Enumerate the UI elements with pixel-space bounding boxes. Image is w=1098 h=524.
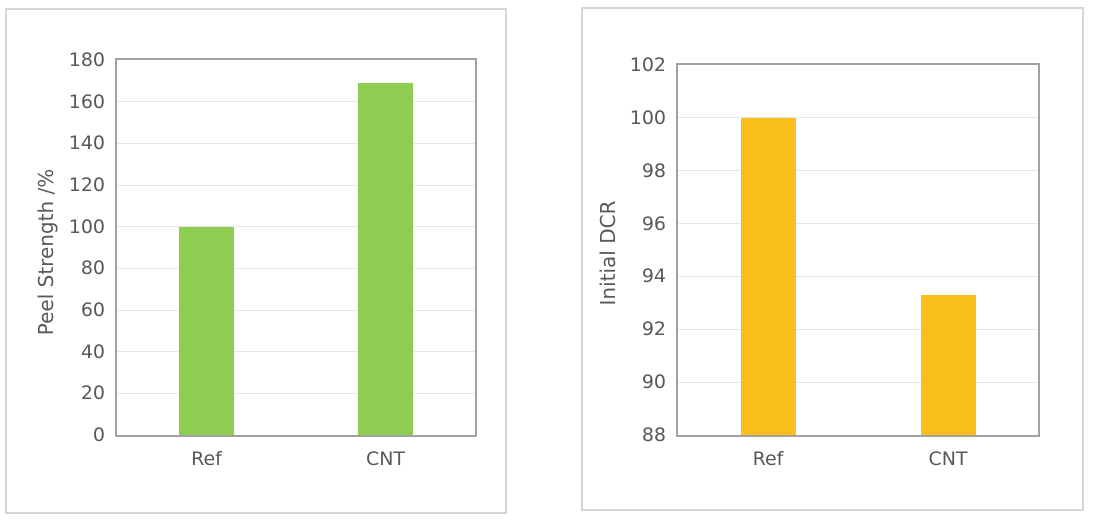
gridline <box>678 170 1038 172</box>
y-tick-label: 60 <box>80 299 105 321</box>
plot-area-border <box>676 63 1040 437</box>
gridline <box>117 392 475 394</box>
gridline <box>117 267 475 269</box>
gridline <box>117 184 475 186</box>
y-tick-label: 102 <box>629 54 666 76</box>
gridline <box>678 381 1038 383</box>
bar-cnt <box>920 294 976 435</box>
gridline <box>117 226 475 228</box>
category-label-ref: Ref <box>191 448 222 470</box>
y-tick-label: 80 <box>80 257 105 280</box>
y-tick-label: 100 <box>68 215 105 238</box>
gridline <box>117 101 475 103</box>
peel-strength-chart-panel: Peel Strength /% 0 20 40 60 80 100 120 140 160 180… <box>5 8 507 514</box>
peel-strength-chart: Peel Strength /% 0 20 40 60 80 100 120 140 160 180… <box>7 10 505 512</box>
y-tick-label: 160 <box>68 90 105 113</box>
gridline <box>117 142 475 144</box>
category-label-cnt: CNT <box>928 448 968 470</box>
category-label-cnt: CNT <box>365 448 406 470</box>
y-tick-label: 92 <box>641 318 666 341</box>
gridline <box>678 328 1038 330</box>
gridline <box>678 223 1038 225</box>
gridline <box>678 275 1038 277</box>
bar-ref <box>740 117 796 435</box>
gridline <box>678 117 1038 119</box>
y-tick-label: 98 <box>641 159 666 182</box>
y-tick-label: 40 <box>80 340 105 363</box>
y-tick-label: 94 <box>641 265 666 288</box>
plot-area-border <box>115 58 477 437</box>
gridline <box>117 351 475 353</box>
y-tick-label: 180 <box>68 49 105 71</box>
category-label-ref: Ref <box>752 448 784 470</box>
initial-dcr-chart-panel: Initial DCR 88 90 92 94 96 98 100 102 Ref CNT <box>581 7 1084 511</box>
initial-dcr-chart: Initial DCR 88 90 92 94 96 98 100 102 Ref CNT <box>583 9 1082 509</box>
bar-cnt <box>358 82 413 435</box>
y-tick-label: 140 <box>68 132 105 155</box>
y-tick-label: 90 <box>641 371 666 394</box>
y-tick-label: 100 <box>629 106 666 129</box>
gridline <box>117 309 475 311</box>
y-tick-label: 88 <box>641 424 666 446</box>
y-tick-label: 120 <box>68 174 105 196</box>
bar-ref <box>179 226 234 435</box>
y-tick-label: 0 <box>92 424 105 446</box>
y-tick-label: 96 <box>641 212 666 235</box>
y-tick-label: 20 <box>80 382 105 405</box>
